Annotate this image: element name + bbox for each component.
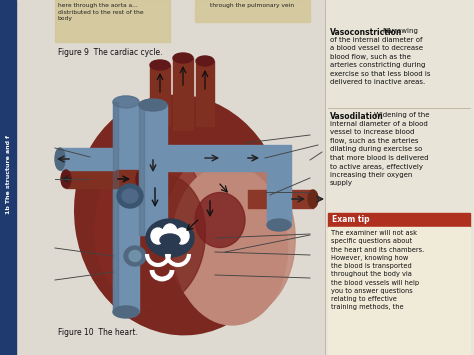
Bar	[196, 61, 214, 126]
Bar	[173, 58, 193, 130]
Bar	[195, 0, 310, 22]
Ellipse shape	[173, 53, 193, 63]
Text: 1b The structure and f: 1b The structure and f	[6, 136, 10, 214]
Bar	[66, 170, 141, 188]
Ellipse shape	[175, 228, 189, 244]
Bar	[60, 148, 115, 170]
Ellipse shape	[308, 190, 318, 208]
Bar	[55, 0, 170, 42]
Bar	[139, 105, 144, 235]
Text: Vasoconstriction: Vasoconstriction	[330, 28, 402, 37]
Bar	[139, 105, 167, 235]
Bar	[248, 190, 313, 208]
Bar	[267, 145, 291, 225]
Ellipse shape	[267, 219, 291, 231]
Ellipse shape	[163, 224, 177, 240]
Ellipse shape	[136, 170, 146, 188]
Bar	[0, 0, 16, 355]
Ellipse shape	[113, 306, 139, 318]
Ellipse shape	[129, 251, 141, 262]
Ellipse shape	[195, 192, 245, 247]
Bar	[150, 65, 170, 125]
Text: Figure 10  The heart.: Figure 10 The heart.	[58, 328, 138, 337]
Ellipse shape	[173, 165, 288, 325]
Text: through the pulmonary vein: through the pulmonary vein	[210, 3, 294, 8]
Ellipse shape	[165, 150, 295, 320]
Ellipse shape	[95, 145, 205, 305]
Ellipse shape	[113, 96, 139, 108]
Text: Figure 9  The cardiac cycle.: Figure 9 The cardiac cycle.	[58, 48, 163, 57]
Text: Narrowing: Narrowing	[382, 28, 418, 34]
Ellipse shape	[61, 170, 71, 188]
Text: The examiner will not ask
specific questions about
the heart and its chambers.
H: The examiner will not ask specific quest…	[331, 230, 424, 310]
Ellipse shape	[150, 120, 170, 130]
Text: Vasodilation: Vasodilation	[330, 112, 384, 121]
Text: Exam tip: Exam tip	[332, 215, 370, 224]
Ellipse shape	[122, 189, 138, 203]
Bar	[328, 227, 470, 355]
Ellipse shape	[196, 56, 214, 66]
Ellipse shape	[150, 60, 170, 70]
Ellipse shape	[113, 96, 139, 108]
Bar	[325, 0, 474, 355]
Bar	[113, 102, 118, 312]
Ellipse shape	[75, 95, 285, 335]
Ellipse shape	[115, 175, 205, 305]
Ellipse shape	[139, 99, 167, 111]
Text: Widening of the: Widening of the	[374, 112, 429, 118]
Ellipse shape	[117, 184, 143, 208]
Ellipse shape	[146, 219, 194, 257]
Ellipse shape	[160, 234, 180, 246]
Bar	[167, 145, 267, 171]
Ellipse shape	[151, 228, 165, 244]
Bar	[328, 213, 470, 227]
Text: here through the aorta a...
distributed to the rest of the
body: here through the aorta a... distributed …	[58, 3, 144, 21]
Bar	[113, 102, 139, 312]
Text: internal diameter of a blood
vessel to increase blood
flow, such as the arteries: internal diameter of a blood vessel to i…	[330, 121, 428, 186]
Text: of the internal diameter of
a blood vessel to decrease
blood flow, such as the
a: of the internal diameter of a blood vess…	[330, 37, 430, 86]
Ellipse shape	[124, 246, 146, 266]
Ellipse shape	[55, 148, 65, 170]
